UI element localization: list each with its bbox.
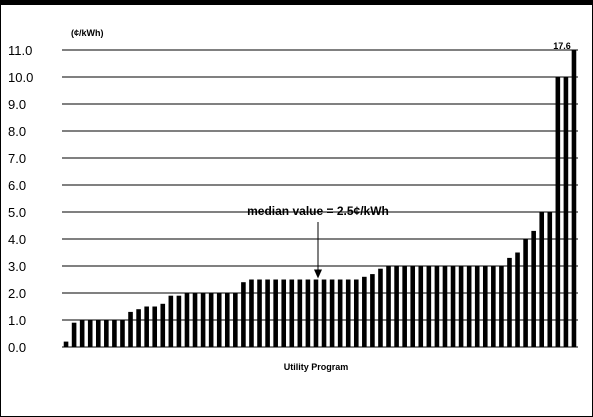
y-axis-ticks: 0.0 1.0 2.0 3.0 4.0 5.0 6.0 7.0 8.0 9.0 10.0 11.0 (8, 43, 33, 355)
bar (555, 77, 561, 347)
y-tick-label: 6.0 (8, 178, 26, 193)
bar (136, 309, 141, 347)
y-tick-label: 0.0 (8, 340, 26, 355)
y-tick-label: 7.0 (8, 151, 26, 166)
bar (386, 266, 391, 347)
bar (466, 266, 472, 347)
bar (233, 293, 238, 347)
y-tick-label: 3.0 (8, 259, 26, 274)
bar (281, 279, 287, 347)
bar (321, 279, 327, 347)
bar (305, 279, 311, 347)
bar (313, 279, 319, 347)
bar (224, 293, 230, 347)
y-tick-label: 5.0 (8, 205, 26, 220)
bar (71, 322, 77, 347)
bar (474, 266, 480, 347)
bar (563, 77, 569, 347)
y-tick-label: 2.0 (8, 286, 26, 301)
bar (531, 230, 536, 347)
bar (491, 266, 496, 347)
bar (482, 266, 488, 347)
bar (450, 266, 456, 347)
clipped-bar-value-label: 17.6 (553, 41, 571, 51)
x-axis-label: Utility Program (284, 362, 349, 372)
bar (402, 266, 407, 347)
bar (353, 279, 359, 347)
bar (200, 293, 206, 347)
bar (539, 212, 545, 347)
bar (499, 266, 504, 347)
bar (120, 320, 125, 347)
y-tick-label: 8.0 (8, 124, 26, 139)
bar (458, 266, 464, 347)
y-tick-label: 10.0 (8, 70, 33, 85)
bar (63, 341, 69, 347)
bar (168, 295, 174, 347)
bar (289, 279, 295, 347)
bar (507, 257, 512, 347)
bar (378, 268, 383, 347)
bar (184, 293, 190, 347)
bar (547, 212, 553, 347)
bar (362, 276, 367, 347)
bar (128, 311, 133, 347)
bar (95, 320, 101, 347)
bar (87, 320, 93, 347)
y-axis-unit-label: (¢/kWh) (71, 28, 104, 38)
bars (63, 50, 577, 347)
bar (241, 282, 246, 347)
bar (442, 266, 448, 347)
bar (104, 320, 109, 347)
y-tick-label: 1.0 (8, 313, 26, 328)
y-tick-label: 11.0 (8, 43, 32, 58)
arrow-head (314, 269, 322, 279)
bar (329, 279, 335, 347)
bar (208, 293, 214, 347)
bar (249, 279, 254, 347)
median-arrow (314, 222, 322, 279)
bar (337, 279, 343, 347)
bar (79, 320, 85, 347)
bar (515, 252, 520, 347)
bar (410, 266, 416, 347)
bar (216, 293, 222, 347)
bar (176, 295, 182, 347)
bar (370, 274, 375, 347)
median-annotation: median value = 2.5¢/kWh (247, 204, 389, 218)
bar (112, 320, 117, 347)
bar (571, 50, 577, 347)
bar (434, 266, 440, 347)
y-tick-label: 4.0 (8, 232, 26, 247)
bar (418, 266, 424, 347)
bar (523, 239, 528, 347)
y-tick-label: 9.0 (8, 97, 26, 112)
bar (297, 279, 303, 347)
bar (192, 293, 198, 347)
bar (426, 266, 432, 347)
bar (345, 279, 351, 347)
bar (160, 303, 166, 347)
bar (265, 279, 270, 347)
bar (273, 279, 278, 347)
bar (152, 306, 158, 347)
bar (257, 279, 262, 347)
bar (394, 266, 399, 347)
bar (144, 306, 149, 347)
